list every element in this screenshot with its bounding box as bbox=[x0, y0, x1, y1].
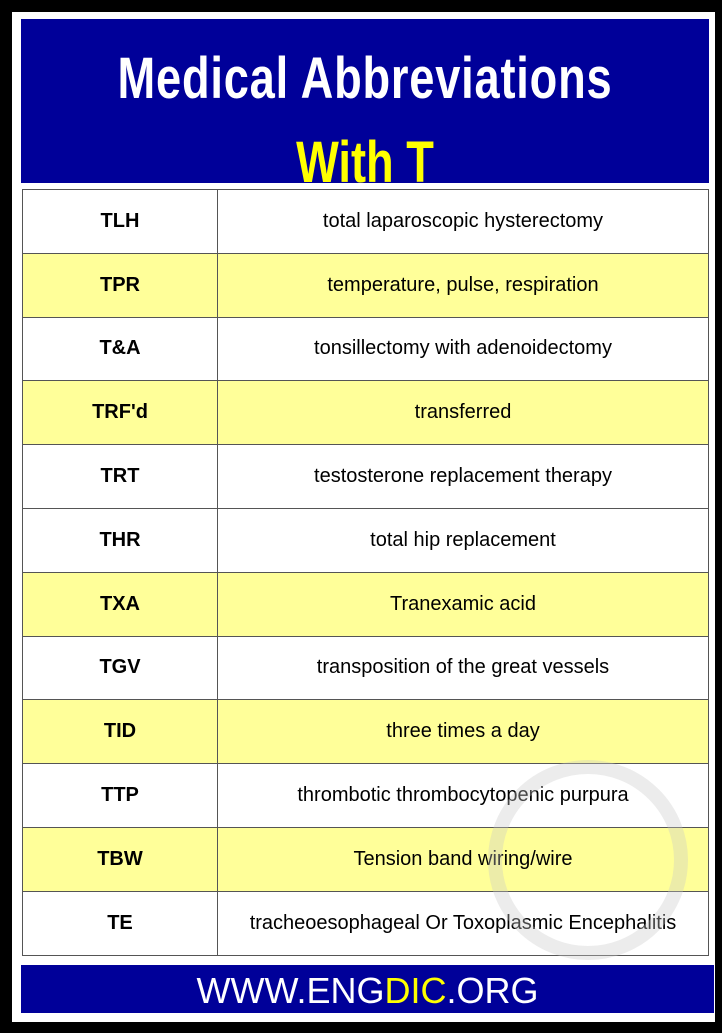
abbreviation-cell: TRF'd bbox=[22, 380, 218, 446]
abbreviation-cell: TLH bbox=[22, 189, 218, 254]
abbreviation-cell: THR bbox=[22, 507, 218, 573]
table-row: TRF'd transferred bbox=[22, 380, 709, 446]
abbreviation-cell: TPR bbox=[22, 252, 218, 318]
header-banner: Medical Abbreviations With T bbox=[21, 19, 709, 193]
footer-url-prefix: WWW.ENG bbox=[196, 970, 385, 1011]
table-row: TRT testosterone replacement therapy bbox=[22, 444, 709, 509]
table-row: TTP thrombotic thrombocytopenic purpura bbox=[22, 763, 709, 828]
meaning-cell: transposition of the great vessels bbox=[217, 635, 709, 701]
meaning-cell: temperature, pulse, respiration bbox=[217, 252, 709, 318]
table-row: TXA Tranexamic acid bbox=[22, 571, 709, 637]
page-subtitle: With T bbox=[296, 130, 434, 195]
abbreviation-cell: TBW bbox=[22, 826, 218, 892]
meaning-cell: tonsillectomy with adenoidectomy bbox=[217, 316, 709, 382]
meaning-cell: total hip replacement bbox=[217, 507, 709, 573]
table-row: TPR temperature, pulse, respiration bbox=[22, 252, 709, 318]
abbreviations-table: TLH total laparoscopic hysterectomy TPR tem… bbox=[22, 189, 709, 956]
abbreviation-cell: T&A bbox=[22, 316, 218, 382]
abbreviation-cell: TE bbox=[22, 890, 218, 956]
table-row: THR total hip replacement bbox=[22, 507, 709, 573]
abbreviation-cell: TGV bbox=[22, 635, 218, 701]
table-row: TLH total laparoscopic hysterectomy bbox=[22, 189, 709, 254]
meaning-cell: thrombotic thrombocytopenic purpura bbox=[217, 763, 709, 828]
abbreviation-cell: TXA bbox=[22, 571, 218, 637]
table-row: T&A tonsillectomy with adenoidectomy bbox=[22, 316, 709, 382]
footer-banner: WWW.ENGDIC.ORG bbox=[21, 965, 714, 1013]
meaning-cell: transferred bbox=[217, 380, 709, 446]
table-row: TE tracheoesophageal Or Toxoplasmic Encep… bbox=[22, 890, 709, 956]
meaning-cell: Tranexamic acid bbox=[217, 571, 709, 637]
meaning-cell: total laparoscopic hysterectomy bbox=[217, 189, 709, 254]
page-title: Medical Abbreviations bbox=[117, 46, 613, 111]
footer-url-suffix: .ORG bbox=[446, 970, 539, 1011]
meaning-cell: three times a day bbox=[217, 699, 709, 765]
abbreviation-cell: TRT bbox=[22, 444, 218, 509]
table-row: TID three times a day bbox=[22, 699, 709, 765]
table-row: TBW Tension band wiring/wire bbox=[22, 826, 709, 892]
abbreviation-cell: TID bbox=[22, 699, 218, 765]
table-row: TGV transposition of the great vessels bbox=[22, 635, 709, 701]
meaning-cell: tracheoesophageal Or Toxoplasmic Encepha… bbox=[217, 890, 709, 956]
footer-url-highlight: DIC bbox=[384, 970, 447, 1011]
abbreviation-cell: TTP bbox=[22, 763, 218, 828]
meaning-cell: Tension band wiring/wire bbox=[217, 826, 709, 892]
meaning-cell: testosterone replacement therapy bbox=[217, 444, 709, 509]
